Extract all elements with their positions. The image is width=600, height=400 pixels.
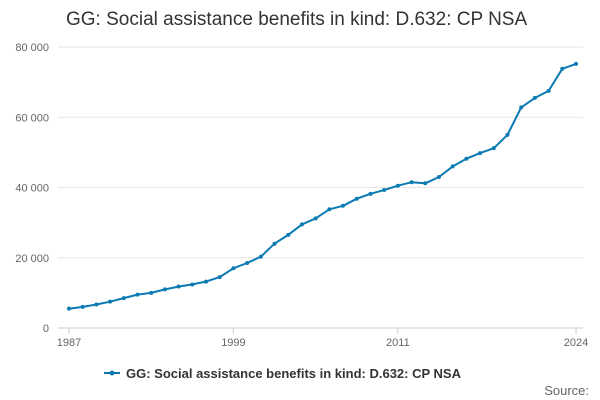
legend-label: GG: Social assistance benefits in kind: …: [126, 366, 462, 381]
y-tick-label: 40 000: [15, 183, 49, 195]
data-point: [231, 266, 236, 271]
data-point: [176, 284, 181, 289]
data-point: [80, 304, 85, 309]
data-point: [560, 66, 565, 71]
data-point: [217, 275, 222, 280]
data-point: [258, 254, 263, 259]
data-point: [341, 203, 346, 208]
legend[interactable]: GG: Social assistance benefits in kind: …: [104, 366, 462, 381]
x-tick-label: 1987: [57, 337, 81, 349]
chart-title: GG: Social assistance benefits in kind: …: [66, 9, 527, 30]
data-point: [436, 174, 441, 179]
series-line: [68, 62, 577, 310]
data-point: [286, 232, 291, 237]
x-tick-label: 1999: [221, 337, 245, 349]
data-point: [108, 299, 113, 304]
data-point: [505, 132, 510, 137]
data-point: [149, 290, 154, 295]
data-point: [135, 292, 140, 297]
data-point: [532, 95, 537, 100]
x-tick-label: 2024: [564, 337, 588, 349]
series-layer: [67, 61, 578, 311]
data-point: [354, 196, 359, 201]
data-point: [204, 279, 209, 284]
data-point: [327, 207, 332, 212]
data-point: [450, 164, 455, 169]
data-point: [491, 146, 496, 151]
source-label: Source:: [544, 383, 589, 398]
data-point: [67, 306, 71, 311]
data-point: [423, 181, 428, 186]
data-point: [272, 241, 277, 246]
data-point: [121, 296, 126, 301]
data-point: [190, 282, 195, 287]
x-tick-label: 2011: [386, 337, 410, 349]
data-point: [478, 151, 483, 156]
data-point: [245, 261, 250, 266]
y-tick-label: 0: [43, 323, 49, 335]
data-point: [368, 191, 373, 196]
data-point: [409, 180, 414, 185]
y-tick-label: 20 000: [15, 253, 49, 265]
y-tick-label: 80 000: [15, 42, 49, 54]
legend-marker-swatch: [109, 370, 115, 376]
data-point: [574, 61, 578, 66]
data-point: [546, 88, 551, 93]
y-tick-label: 60 000: [15, 112, 49, 124]
data-point: [395, 183, 400, 188]
data-point: [162, 287, 167, 292]
data-point: [382, 187, 387, 192]
data-point: [299, 222, 304, 227]
data-point: [519, 105, 524, 110]
data-point: [94, 302, 99, 307]
gridlines: [58, 46, 583, 259]
data-point: [313, 216, 318, 221]
axes: 0 20 000 40 000 60 000 80 000 1987 1999 2011 202…: [15, 42, 588, 349]
data-point: [464, 156, 469, 161]
